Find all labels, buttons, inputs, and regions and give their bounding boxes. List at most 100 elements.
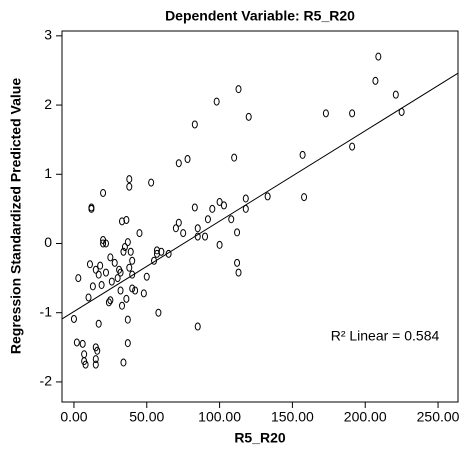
point	[194, 224, 201, 233]
point	[392, 90, 399, 99]
point	[117, 268, 124, 277]
chart-title: Dependent Variable: R5_R20	[165, 8, 355, 24]
point	[107, 253, 114, 262]
point	[123, 294, 130, 303]
point	[107, 296, 114, 305]
point	[194, 232, 201, 241]
point	[216, 240, 223, 249]
point	[301, 193, 308, 202]
point	[117, 286, 124, 295]
point	[191, 120, 198, 129]
point	[111, 258, 118, 267]
point	[184, 155, 191, 164]
point	[123, 215, 130, 224]
x-tick-label: 0.00	[60, 409, 87, 425]
point	[97, 261, 104, 270]
point	[175, 159, 182, 168]
point	[140, 289, 147, 298]
point	[213, 97, 220, 106]
x-tick-label: 250.00	[417, 409, 460, 425]
point	[264, 192, 271, 201]
point	[82, 360, 89, 369]
x-tick-label: 50.00	[129, 409, 164, 425]
point	[235, 268, 242, 277]
point	[191, 203, 198, 212]
point	[165, 249, 172, 258]
point	[120, 247, 127, 256]
y-tick-label: 3	[44, 27, 52, 43]
point	[172, 224, 179, 233]
point	[126, 263, 133, 272]
point	[92, 355, 99, 364]
point	[242, 204, 249, 213]
y-tick-label: 1	[44, 165, 52, 181]
point	[108, 277, 115, 286]
point	[70, 314, 77, 323]
point	[234, 258, 241, 267]
point	[121, 242, 128, 251]
point	[132, 286, 139, 295]
point	[102, 239, 109, 248]
y-tick-label: 0	[44, 234, 52, 250]
point	[245, 112, 252, 121]
x-axis-label: R5_R20	[234, 430, 286, 446]
point	[322, 109, 329, 118]
point	[126, 182, 133, 191]
point	[155, 308, 162, 317]
point	[124, 315, 131, 324]
point	[105, 298, 112, 307]
point	[216, 197, 223, 206]
fit-line	[61, 72, 459, 320]
y-tick-label: -2	[40, 373, 53, 389]
point	[114, 274, 121, 283]
point	[158, 247, 165, 256]
point	[92, 265, 99, 274]
point	[202, 232, 209, 241]
x-tick-label: 100.00	[198, 409, 241, 425]
point	[119, 301, 126, 310]
plot-frame	[61, 30, 459, 403]
annotation: R² Linear = 0.584	[331, 328, 440, 344]
point	[151, 256, 158, 265]
point	[235, 85, 242, 94]
point	[100, 188, 107, 197]
point	[98, 281, 105, 290]
point	[124, 238, 131, 247]
point	[127, 247, 134, 256]
point	[209, 204, 216, 213]
point	[234, 228, 241, 237]
x-tick-label: 150.00	[271, 409, 314, 425]
point	[228, 215, 235, 224]
point	[175, 218, 182, 227]
point	[95, 270, 102, 279]
point	[129, 270, 136, 279]
point	[136, 229, 143, 238]
point	[89, 282, 96, 291]
point	[242, 194, 249, 203]
point	[75, 274, 82, 283]
y-tick-label: -1	[40, 303, 53, 319]
point	[143, 272, 150, 281]
point	[124, 339, 131, 348]
point	[349, 109, 356, 118]
point	[120, 358, 127, 367]
point	[129, 256, 136, 265]
point	[231, 153, 238, 162]
point	[126, 175, 133, 184]
point	[372, 76, 379, 85]
y-axis-label: Regression Standardized Predicted Value	[8, 78, 24, 354]
point	[73, 338, 80, 347]
point	[148, 178, 155, 187]
point	[220, 201, 227, 210]
point	[81, 350, 88, 359]
point	[180, 229, 187, 238]
point	[95, 319, 102, 328]
point	[85, 293, 92, 302]
y-tick-label: 2	[44, 96, 52, 112]
point	[375, 52, 382, 61]
point	[204, 215, 211, 224]
point	[88, 204, 95, 213]
point	[194, 322, 201, 331]
x-tick-label: 200.00	[344, 409, 387, 425]
